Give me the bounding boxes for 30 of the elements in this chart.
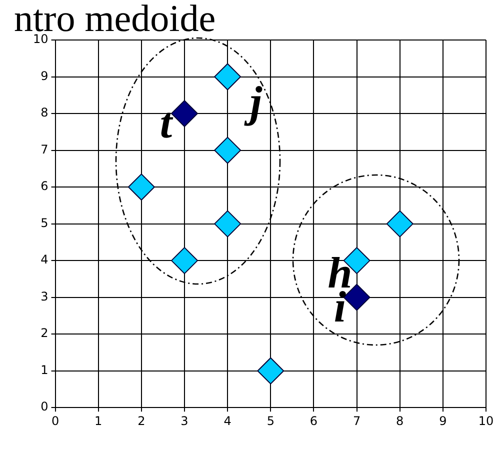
- point: [214, 210, 242, 238]
- point: [214, 63, 242, 90]
- x-tick-label: 8: [396, 414, 404, 428]
- x-tick-label: 0: [51, 414, 60, 428]
- point: [214, 136, 242, 164]
- y-tick-label: 2: [40, 326, 48, 340]
- point: [386, 210, 414, 238]
- y-tick-label: 5: [40, 216, 48, 230]
- x-tick-label: 5: [266, 414, 274, 428]
- point: [257, 357, 284, 384]
- annotation: t: [160, 98, 174, 148]
- x-tick-label: 1: [94, 414, 102, 428]
- x-tick-label: 7: [352, 414, 361, 428]
- x-tick-label: 6: [310, 414, 318, 428]
- point: [170, 247, 198, 274]
- y-tick-label: 10: [32, 32, 48, 46]
- y-tick-label: 9: [40, 68, 48, 83]
- y-tick-label: 7: [40, 142, 48, 156]
- x-tick-label: 3: [180, 414, 188, 428]
- y-tick-label: 8: [40, 106, 48, 120]
- y-tick-label: 6: [40, 179, 48, 194]
- y-tick-label: 1: [40, 362, 48, 377]
- x-tick-label: 2: [138, 414, 146, 428]
- x-tick-label: 10: [478, 414, 494, 428]
- y-tick-label: 3: [40, 289, 48, 304]
- x-tick-label: 9: [439, 414, 447, 428]
- y-tick-label: 4: [40, 252, 48, 267]
- x-tick-label: 4: [224, 414, 232, 428]
- y-tick-label: 0: [40, 400, 48, 414]
- point: [128, 174, 155, 201]
